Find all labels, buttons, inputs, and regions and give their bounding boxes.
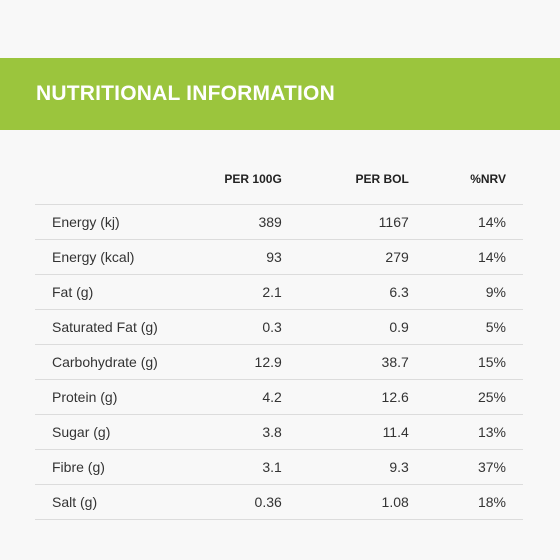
nrv-value: 37%: [408, 449, 523, 485]
per-100g-value: 0.3: [207, 309, 282, 345]
per-100g-value: 2.1: [207, 274, 282, 310]
table-row: Salt (g) 0.36 1.08 18%: [35, 484, 523, 520]
header-per-100g: PER 100G: [207, 172, 282, 205]
per-100g-value: 93: [207, 239, 282, 275]
nutrition-table: PER 100G PER BOL %NRV Energy (kj) 389 1167…: [35, 172, 523, 520]
nutrient-name: Protein (g): [35, 379, 208, 415]
page-title: NUTRITIONAL INFORMATION: [36, 82, 335, 105]
nutrient-name: Fat (g): [35, 274, 208, 310]
table-header-row: PER 100G PER BOL %NRV: [35, 172, 523, 205]
nrv-value: 15%: [408, 344, 523, 380]
nutrient-name: Energy (kcal): [35, 239, 208, 275]
per-100g-value: 3.1: [207, 449, 282, 485]
nutrient-name: Carbohydrate (g): [35, 344, 208, 380]
per-bol-value: 9.3: [281, 449, 409, 485]
header-nrv: %NRV: [408, 172, 523, 205]
per-100g-value: 389: [207, 204, 282, 240]
nutrient-name: Saturated Fat (g): [35, 309, 208, 345]
table-row: Fibre (g) 3.1 9.3 37%: [35, 449, 523, 485]
nutrition-table-container: PER 100G PER BOL %NRV Energy (kj) 389 1167…: [0, 172, 560, 520]
table-row: Sugar (g) 3.8 11.4 13%: [35, 414, 523, 450]
nrv-value: 14%: [408, 204, 523, 240]
table-row: Energy (kj) 389 1167 14%: [35, 204, 523, 240]
header-nutrient: [35, 172, 208, 205]
per-bol-value: 11.4: [281, 414, 409, 450]
table-row: Carbohydrate (g) 12.9 38.7 15%: [35, 344, 523, 380]
nrv-value: 5%: [408, 309, 523, 345]
nutrient-name: Salt (g): [35, 484, 208, 520]
nutrient-name: Energy (kj): [35, 204, 208, 240]
per-100g-value: 4.2: [207, 379, 282, 415]
nutrient-name: Fibre (g): [35, 449, 208, 485]
header-per-bol: PER BOL: [281, 172, 409, 205]
per-bol-value: 279: [281, 239, 409, 275]
per-100g-value: 12.9: [207, 344, 282, 380]
table-row: Fat (g) 2.1 6.3 9%: [35, 274, 523, 310]
table-row: Saturated Fat (g) 0.3 0.9 5%: [35, 309, 523, 345]
per-bol-value: 1.08: [281, 484, 409, 520]
nrv-value: 14%: [408, 239, 523, 275]
per-bol-value: 1167: [281, 204, 409, 240]
header-banner: NUTRITIONAL INFORMATION: [0, 58, 560, 130]
per-bol-value: 6.3: [281, 274, 409, 310]
top-spacer: [0, 0, 560, 58]
nrv-value: 25%: [408, 379, 523, 415]
nrv-value: 9%: [408, 274, 523, 310]
per-100g-value: 0.36: [207, 484, 282, 520]
per-bol-value: 0.9: [281, 309, 409, 345]
nrv-value: 18%: [408, 484, 523, 520]
nrv-value: 13%: [408, 414, 523, 450]
table-row: Protein (g) 4.2 12.6 25%: [35, 379, 523, 415]
per-bol-value: 12.6: [281, 379, 409, 415]
nutrient-name: Sugar (g): [35, 414, 208, 450]
per-100g-value: 3.8: [207, 414, 282, 450]
per-bol-value: 38.7: [281, 344, 409, 380]
table-row: Energy (kcal) 93 279 14%: [35, 239, 523, 275]
table-body: Energy (kj) 389 1167 14% Energy (kcal) 93 279 1…: [35, 204, 523, 520]
